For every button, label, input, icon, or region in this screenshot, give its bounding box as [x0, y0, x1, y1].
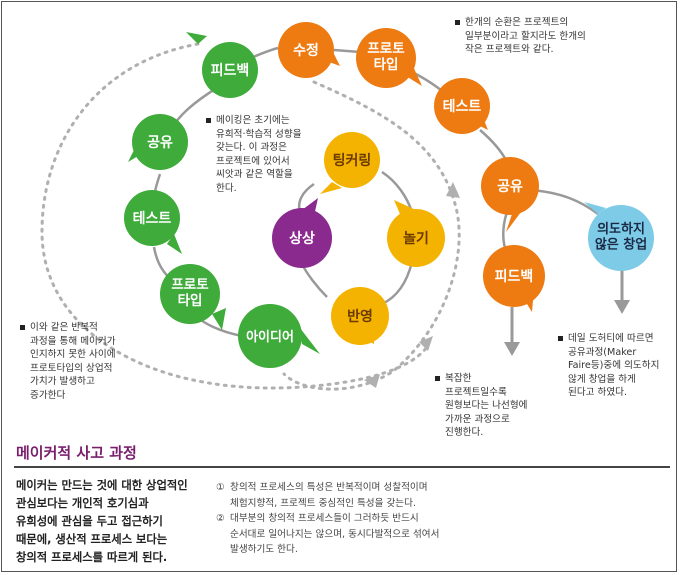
node-label: 프로토 타입: [171, 277, 209, 309]
note-line: 프로토타입의 상업적: [30, 362, 113, 374]
summary-line: 유희성에 관심을 두고 접근하기: [16, 515, 163, 528]
point-line: 창의적 프로세스의 특성은 반복적이며 성찰적이며: [230, 482, 428, 493]
node-yellow-tinkering: 팅커링: [320, 132, 380, 194]
note-line: Faire등)중에 의도하지: [568, 360, 660, 372]
point-line: 체험지향적, 프로젝트 중심적인 특성을 갖는다.: [230, 497, 416, 509]
dotted-inner-arrowhead: [446, 182, 460, 198]
outcome-down-arrowhead: [614, 300, 630, 314]
note-line: 프로젝트일수록: [445, 386, 507, 398]
note-line: 진행한다.: [445, 427, 484, 439]
note-line: 한개의 순환은 프로젝트의: [465, 17, 569, 28]
note-line: 않게 창업을 하게: [568, 373, 636, 385]
node-orange-prototype: 프로토 타입: [356, 28, 422, 88]
node-green-share: 공유: [128, 114, 188, 170]
node-purple-imagine: 상상: [272, 198, 332, 268]
note-making-playful: 메이킹은 초기에는 유희적·학습적 성향을 갖는다. 이 과정은 프로젝트에 있…: [206, 114, 302, 196]
node-label: 수정: [293, 42, 319, 59]
bullet-square: [435, 376, 440, 381]
numbered-points: ① 창의적 프로세스의 특성은 반복적이며 성찰적이며 체험지향적, 프로젝트 …: [216, 480, 439, 558]
note-line: 한다.: [216, 182, 237, 194]
center-loop-connector: [297, 170, 414, 306]
point-line: 순서대로 일어나지는 않으며, 동시다발적으로 섞여서: [230, 528, 440, 540]
note-line: 유희적·학습적 성향을: [216, 128, 302, 140]
bullet-square: [558, 336, 563, 341]
note-line: 데일 도허티에 따르면: [568, 333, 654, 344]
note-top-right: 한개의 순환은 프로젝트의 일부분이라고 할지라도 한개의 작은 프로젝트와 같…: [455, 16, 586, 57]
node-green-idea: 아이디어: [238, 304, 320, 368]
node-label: 의도하지 않은 창업: [595, 221, 647, 253]
node-orange-revise: 수정: [278, 22, 340, 78]
node-unintended-startup: 의도하지 않은 창업: [584, 202, 654, 271]
section-divider: [14, 466, 670, 468]
node-green-test: 테스트: [124, 190, 182, 254]
node-label: 놀기: [403, 231, 429, 247]
node-label: 테스트: [133, 211, 172, 227]
feedback-down-arrowhead: [504, 342, 520, 356]
note-line: 작은 프로젝트와 같다.: [465, 44, 554, 56]
node-orange-feedback: 피드백: [483, 245, 545, 312]
point-item: ① 창의적 프로세스의 특성은 반복적이며 성찰적이며 체험지향적, 프로젝트 …: [216, 480, 439, 511]
node-label: 프로토 타입: [367, 41, 405, 73]
point-line: 대부분의 창의적 프로세스들이 그러하듯 반드시: [230, 513, 419, 525]
note-line: 일부분이라고 할지라도 한개의: [465, 30, 586, 42]
note-line: 프로젝트에 있어서: [216, 155, 290, 167]
orange-loop-connector: [333, 48, 509, 255]
point-item: ② 대부분의 창의적 프로세스들이 그러하듯 반드시 순서대로 일어나지는 않으…: [216, 511, 439, 558]
node-label: 팅커링: [333, 152, 372, 169]
summary-line: 관심보다는 개인적 호기심과: [16, 497, 149, 510]
node-label: 피드백: [211, 63, 250, 79]
node-label: 테스트: [443, 99, 482, 115]
dotted-bottom-arrowhead: [364, 374, 380, 388]
node-label: 공유: [497, 179, 523, 195]
note-line: 인지하지 못한 사이에: [30, 349, 116, 361]
section-title: 메이커적 사고 과정: [16, 444, 137, 462]
note-iterative-value: 이와 같은 반복적 과정을 통해 메이커가 인지하지 못한 사이에 프로토타입의…: [20, 321, 116, 403]
note-line: 원형보다는 나선형에: [445, 400, 528, 412]
branch-to-outcome-connector: [528, 188, 599, 216]
note-line: 씨앗과 같은 역할을: [216, 169, 293, 181]
note-dale-dougherty: 데일 도허티에 따르면 공유과정(Maker Faire등)중에 의도하지 않게…: [558, 332, 660, 400]
maker-process-diagram: 피드백 공유 테스트 프로토 타입 아이디어 수정: [40, 22, 654, 391]
bullet-square: [20, 325, 25, 330]
node-orange-test: 테스트: [434, 78, 490, 134]
point-line: 발생하기도 한다.: [230, 544, 298, 556]
node-label: 공유: [147, 135, 173, 151]
note-line: 갖는다. 이 과정은: [216, 142, 287, 154]
note-spiral-process: 복잡한 프로젝트일수록 원형보다는 나선형에 가까운 과정으로 진행한다.: [435, 372, 528, 440]
point-number: ①: [216, 482, 225, 493]
summary-line: 때문에, 생산적 프로세스 보다는: [16, 533, 168, 546]
note-line: 된다고 하였다.: [568, 387, 628, 399]
node-yellow-reflect: 반영: [331, 287, 389, 345]
node-label: 상상: [289, 231, 315, 247]
node-label: 반영: [347, 308, 373, 325]
note-line: 메이킹은 초기에는: [216, 115, 290, 126]
node-orange-share: 공유: [481, 157, 539, 232]
node-label: 피드백: [495, 269, 534, 285]
note-line: 이와 같은 반복적: [30, 322, 98, 333]
summary-line: 창의적 프로세스를 따르게 된다.: [16, 551, 168, 564]
note-line: 가까운 과정으로: [445, 413, 510, 425]
dotted-outer-loop: [40, 42, 429, 390]
point-number: ②: [216, 513, 225, 525]
note-line: 증가한다: [30, 389, 66, 401]
dotted-inner-path: [282, 80, 461, 391]
note-line: 복잡한: [445, 373, 472, 384]
note-line: 가치가 발생하고: [30, 376, 95, 388]
note-line: 공유과정(Maker: [568, 346, 637, 358]
dotted-outer-arrowhead: [419, 336, 433, 351]
summary-line: 메이커는 만드는 것에 대한 상업적인: [16, 479, 188, 492]
node-green-feedback: 피드백: [186, 32, 258, 98]
summary-text: 메이커는 만드는 것에 대한 상업적인 관심보다는 개인적 호기심과 유희성에 …: [16, 477, 188, 567]
bullet-square: [206, 118, 211, 123]
note-line: 과정을 통해 메이커가: [30, 335, 116, 347]
node-label: 아이디어: [246, 329, 294, 345]
node-yellow-play: 놀기: [387, 200, 445, 267]
bullet-square: [455, 20, 460, 25]
node-green-prototype: 프로토 타입: [160, 264, 226, 330]
